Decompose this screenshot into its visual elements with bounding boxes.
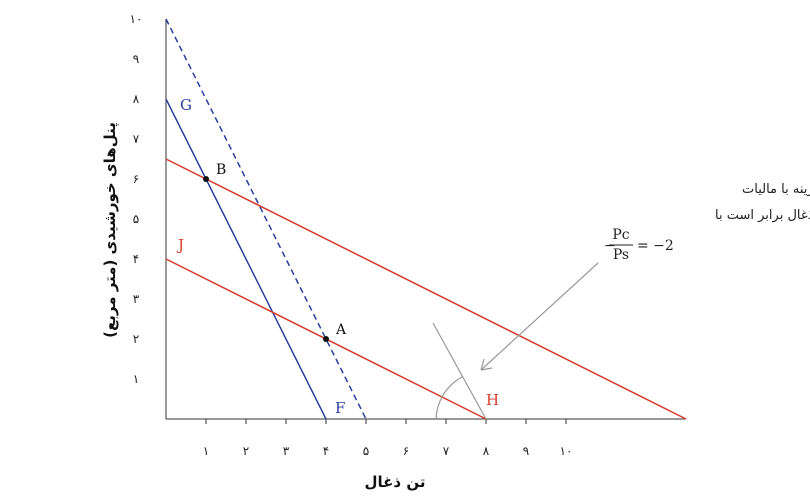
series-line-g xyxy=(165,98,327,420)
y-tick-label: ۷ xyxy=(133,132,140,146)
y-tick-label: ۱۰ xyxy=(130,12,143,26)
x-tick-label: ۳ xyxy=(283,444,290,458)
annotation-arrowhead xyxy=(480,358,493,371)
annotation-numerator: Pc xyxy=(612,227,629,243)
y-axis-ticks: ۱ ۲ ۳ ۴ ۵ ۶ ۷ ۸ ۹ ۱۰ xyxy=(130,12,143,386)
y-tick-label: ۹ xyxy=(133,52,139,66)
annotation-equals: = −2 xyxy=(637,238,674,254)
angle-ray xyxy=(432,322,487,420)
points-layer: BA xyxy=(203,162,347,342)
annotation-denominator: Ps xyxy=(613,247,629,263)
y-tick-label: ۵ xyxy=(133,212,139,226)
y-axis-title: پنل‌های خورشیدی (متر مربع) xyxy=(101,122,120,338)
y-tick-label: ۲ xyxy=(133,332,139,346)
annotation-line2: روی ذغال برابر است با xyxy=(715,208,810,223)
series-line-unnamed-2 xyxy=(165,18,367,420)
annotation-arrow xyxy=(480,262,599,371)
axes xyxy=(165,19,686,420)
series-label-f: F xyxy=(335,399,345,417)
y-tick-label: ۴ xyxy=(133,252,139,266)
series-label-g: G xyxy=(180,96,192,114)
x-tick-label: ۶ xyxy=(403,444,409,458)
point-b xyxy=(203,176,209,182)
point-a xyxy=(323,336,329,342)
angle-arc xyxy=(435,376,463,420)
annotation-line1: خط برابری هزینه با مالیات xyxy=(742,182,810,197)
point-label-b: B xyxy=(216,162,226,178)
x-tick-label: ۱۰ xyxy=(560,444,573,458)
x-tick-label: ۴ xyxy=(323,444,329,458)
series-label-h: H xyxy=(486,391,499,409)
point-label-a: A xyxy=(335,322,347,338)
x-tick-label: ۲ xyxy=(243,444,249,458)
y-tick-label: ۱ xyxy=(133,372,139,386)
x-axis-ticks: ۱ ۲ ۳ ۴ ۵ ۶ ۷ ۸ ۹ ۱۰ xyxy=(203,419,573,458)
series-layer: G F J H xyxy=(165,18,687,420)
series-label-j: J xyxy=(176,236,184,254)
x-tick-label: ۵ xyxy=(363,444,369,458)
annotation: خط برابری هزینه با مالیات روی ذغال برابر… xyxy=(480,182,810,371)
y-tick-label: ۳ xyxy=(133,292,140,306)
x-tick-label: ۸ xyxy=(483,444,490,458)
angle-marker xyxy=(432,322,487,420)
x-axis-title: تن ذغال xyxy=(365,473,426,491)
x-tick-label: ۹ xyxy=(523,444,529,458)
y-tick-label: ۸ xyxy=(133,92,140,106)
annotation-minus: − xyxy=(604,238,616,254)
x-tick-label: ۷ xyxy=(443,444,450,458)
y-tick-label: ۶ xyxy=(133,172,139,186)
series-line-unnamed-5 xyxy=(165,158,687,420)
x-tick-label: ۱ xyxy=(203,444,209,458)
